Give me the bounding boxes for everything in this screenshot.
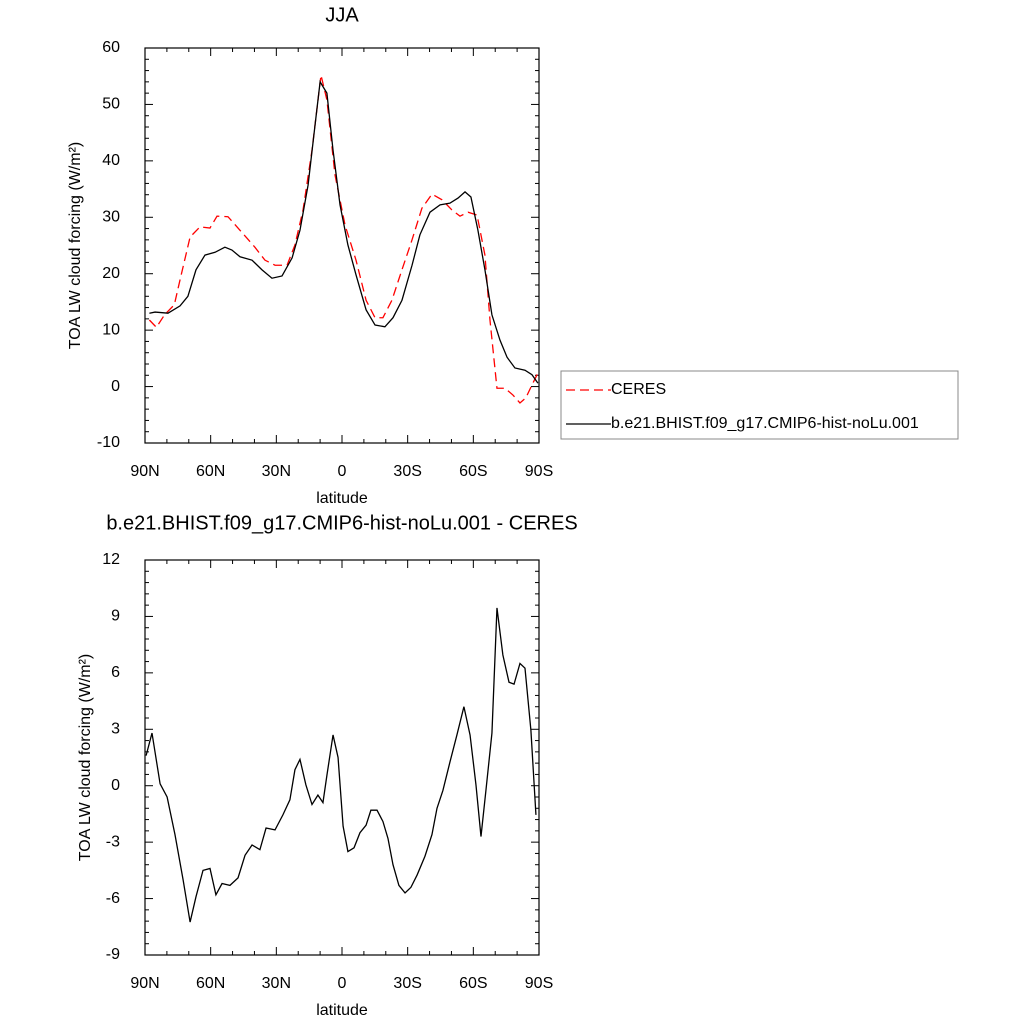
y-tick-label: 20 (102, 265, 120, 282)
y-tick-label: -6 (106, 890, 120, 907)
data-line (149, 79, 539, 384)
data-line (145, 607, 537, 923)
x-tick-label: 0 (338, 463, 347, 480)
y-tick-label: 3 (111, 721, 120, 738)
chart-title: b.e21.BHIST.f09_g17.CMIP6-hist-noLu.001 … (106, 512, 577, 534)
plot-frame (144, 559, 540, 956)
legend-label: b.e21.BHIST.f09_g17.CMIP6-hist-noLu.001 (611, 415, 919, 432)
chart-title: JJA (325, 4, 359, 26)
y-tick-label: -3 (106, 833, 120, 850)
y-tick-label: 60 (102, 39, 120, 56)
y-tick-label: -10 (97, 434, 120, 451)
y-tick-label: 50 (102, 96, 120, 113)
x-axis-label: latitude (316, 1002, 368, 1019)
x-tick-label: 30S (393, 463, 421, 480)
y-tick-label: 6 (111, 664, 120, 681)
legend-label: CERES (611, 381, 666, 398)
y-tick-label: 9 (111, 608, 120, 625)
plot: JJA 90N 60N 30N 0 30S 60S 90S -10 0 10 20 30 40 50 60 la… (67, 4, 959, 507)
y-tick-label: 12 (102, 551, 120, 568)
x-tick-label: 60N (196, 975, 225, 992)
x-tick-label: 60S (459, 975, 487, 992)
y-tick-label: 0 (111, 378, 120, 395)
y-tick-label: 30 (102, 209, 120, 226)
x-tick-label: 90S (525, 463, 553, 480)
legend: CERES b.e21.BHIST.f09_g17.CMIP6-hist-noLu… (560, 370, 959, 440)
y-tick-label: 0 (111, 777, 120, 794)
data-line (148, 74, 539, 404)
x-tick-label: 30S (393, 975, 421, 992)
x-tick-label: 90N (130, 463, 159, 480)
x-tick-label: 0 (338, 975, 347, 992)
y-axis-label: TOA LW cloud forcing (W/m²) (67, 142, 84, 349)
legend-box (560, 370, 959, 440)
x-tick-label: 60N (196, 463, 225, 480)
x-tick-label: 30N (262, 975, 291, 992)
plot: b.e21.BHIST.f09_g17.CMIP6-hist-noLu.001 … (77, 512, 577, 1019)
y-axis-label: TOA LW cloud forcing (W/m²) (77, 654, 94, 861)
x-axis-label: latitude (316, 490, 368, 507)
x-tick-label: 60S (459, 463, 487, 480)
y-tick-label: 10 (102, 321, 120, 338)
x-tick-label: 90N (130, 975, 159, 992)
plot-frame (144, 47, 540, 444)
y-tick-label: 40 (102, 152, 120, 169)
y-tick-label: -9 (106, 946, 120, 963)
x-tick-label: 30N (262, 463, 291, 480)
x-tick-label: 90S (525, 975, 553, 992)
